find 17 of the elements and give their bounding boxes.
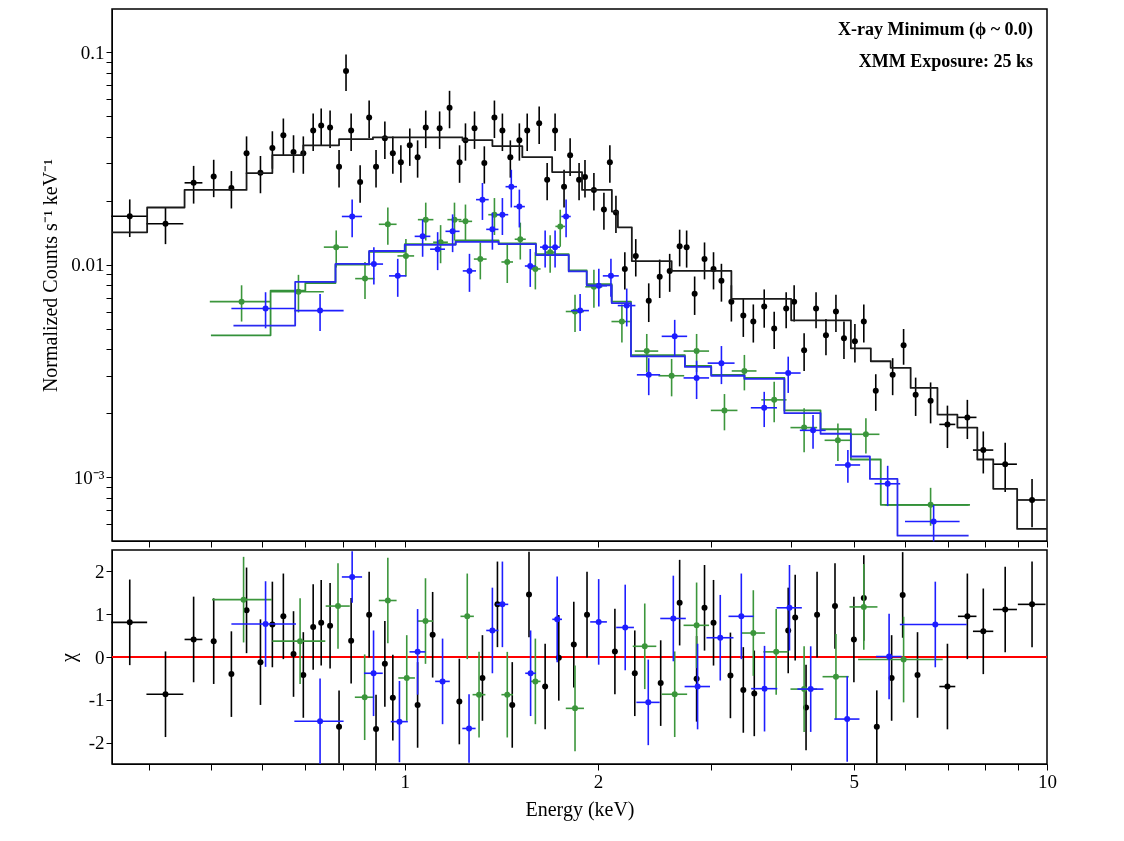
y-tick-label: 0.01 <box>71 254 105 276</box>
x-tick-label: 5 <box>849 770 859 792</box>
x-tick-label: 10 <box>1038 770 1057 792</box>
y-tick-label: -2 <box>88 732 105 754</box>
y-axis-title: χ <box>56 652 80 663</box>
x-tick-label: 2 <box>593 770 604 792</box>
y-tick-label: 1 <box>95 603 105 625</box>
y-tick-label: 0.1 <box>80 41 105 63</box>
y-tick-label: 2 <box>95 560 105 582</box>
x-axis-title: Energy (keV) <box>525 797 635 821</box>
x-tick-label: 1 <box>400 770 411 792</box>
annotation: XMM Exposure: 25 ks <box>858 51 1033 71</box>
y-axis-title: Normalized Counts s⁻¹ keV⁻¹ <box>39 158 62 393</box>
annotation: X-ray Minimum (ϕ ~ 0.0) <box>837 19 1033 40</box>
y-tick-label: 0 <box>95 646 105 668</box>
y-tick-label: -1 <box>88 689 105 711</box>
y-tick-label: 10⁻³ <box>73 466 105 488</box>
